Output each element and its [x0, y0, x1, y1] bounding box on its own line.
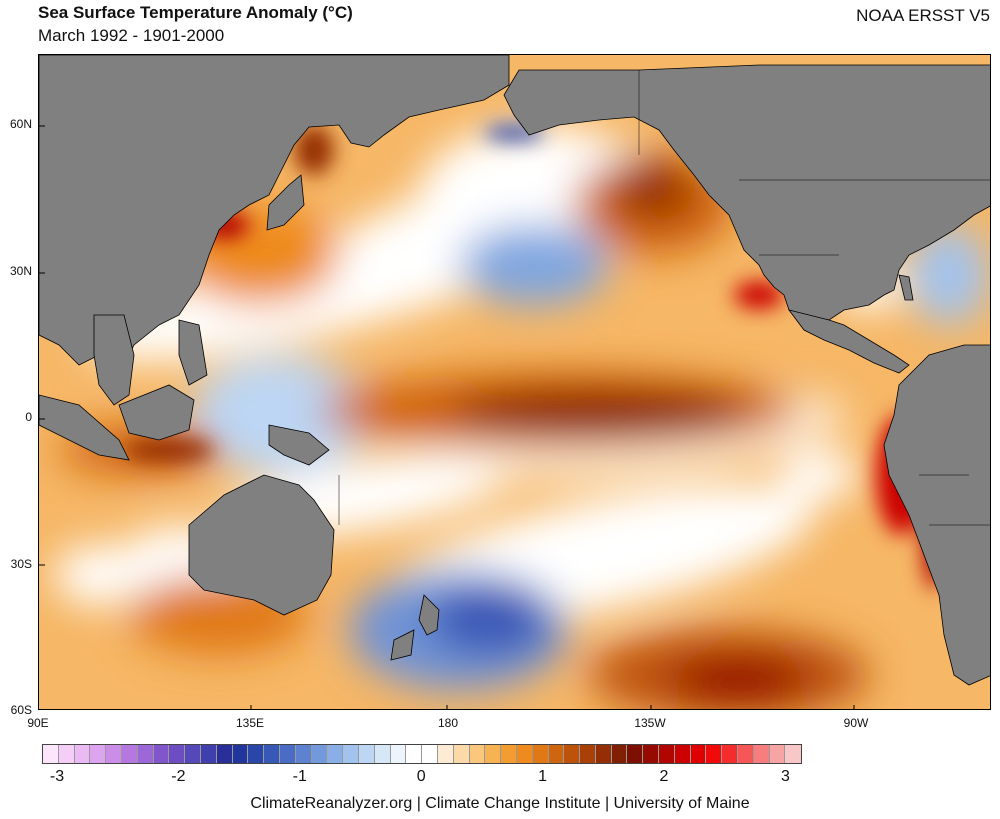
colorbar-swatch: [169, 745, 186, 763]
colorbar-swatch: [406, 745, 423, 763]
colorbar-swatch: [548, 745, 565, 763]
colorbar-swatch: [690, 745, 707, 763]
lon-label-135w: 135W: [634, 716, 666, 730]
colorbar-swatch: [374, 745, 391, 763]
colorbar-swatch: [580, 745, 596, 763]
colorbar-swatch: [659, 745, 675, 763]
colorbar-swatch: [248, 745, 265, 763]
colorbar-swatch: [706, 745, 723, 763]
lon-label-135e: 135E: [235, 716, 265, 730]
colorbar-swatch: [785, 745, 802, 763]
colorbar-swatch: [74, 745, 91, 763]
colorbar-swatch: [358, 745, 375, 763]
lat-label-eq: 0: [25, 410, 32, 424]
colorbar: [42, 744, 803, 764]
colorbar-tick-label: -1: [292, 768, 307, 785]
colorbar-swatch: [516, 745, 533, 763]
colorbar-tick-label: -3: [49, 768, 65, 785]
colorbar-swatch: [532, 745, 549, 763]
lat-label-60n: 60N: [9, 117, 32, 131]
lon-label-90w: 90W: [843, 716, 869, 730]
colorbar-swatch: [343, 745, 359, 763]
colorbar-swatch: [611, 745, 628, 763]
colorbar-swatch: [232, 745, 249, 763]
colorbar-swatch: [43, 745, 59, 763]
colorbar-swatch: [58, 745, 75, 763]
colorbar-swatch: [437, 745, 454, 763]
lat-label-60s: 60S: [10, 703, 32, 717]
colorbar-swatch: [279, 745, 296, 763]
colorbar-swatch: [153, 745, 170, 763]
colorbar-tick-label: 2: [659, 768, 669, 785]
chart-title: Sea Surface Temperature Anomaly (°C): [38, 3, 353, 22]
colorbar-swatch: [264, 745, 280, 763]
colorbar-swatch: [390, 745, 407, 763]
lat-label-30s: 30S: [10, 557, 32, 571]
colorbar-swatch: [501, 745, 517, 763]
land-masses: [39, 55, 990, 686]
axis-ticks: [39, 125, 855, 709]
colorbar-swatch: [738, 745, 754, 763]
colorbar-swatch: [485, 745, 502, 763]
colorbar-swatch: [722, 745, 739, 763]
colorbar-swatch: [200, 745, 217, 763]
footer-credit: ClimateReanalyzer.org | Climate Change I…: [250, 795, 750, 812]
lat-label-30n: 30N: [9, 264, 32, 278]
colorbar-swatch: [295, 745, 312, 763]
chart-subtitle: March 1992 - 1901-2000: [38, 26, 225, 45]
colorbar-swatch: [595, 745, 612, 763]
lon-label-180: 180: [437, 716, 459, 730]
colorbar-swatch: [121, 745, 138, 763]
colorbar-swatch: [311, 745, 328, 763]
colorbar-swatch: [674, 745, 691, 763]
colorbar-swatch: [753, 745, 770, 763]
lon-label-90e: 90E: [27, 716, 49, 730]
colorbar-tick-label: 0: [416, 768, 426, 785]
border-lines: [338, 70, 990, 526]
data-source-label: NOAA ERSST V5: [856, 6, 990, 25]
colorbar-swatch: [769, 745, 786, 763]
colorbar-swatch: [469, 745, 486, 763]
colorbar-tick-label: -2: [171, 768, 186, 785]
colorbar-swatch: [106, 745, 122, 763]
colorbar-swatch: [216, 745, 233, 763]
anomaly-map: [38, 54, 991, 710]
colorbar-tick-label: 1: [538, 768, 548, 785]
colorbar-swatch: [627, 745, 644, 763]
colorbar-tick-label: 3: [780, 768, 790, 785]
colorbar-swatch: [643, 745, 660, 763]
colorbar-swatch: [422, 745, 438, 763]
colorbar-swatch: [453, 745, 470, 763]
colorbar-swatch: [327, 745, 344, 763]
colorbar-swatch: [137, 745, 154, 763]
colorbar-swatch: [185, 745, 201, 763]
colorbar-swatch: [564, 745, 581, 763]
colorbar-swatch: [90, 745, 107, 763]
